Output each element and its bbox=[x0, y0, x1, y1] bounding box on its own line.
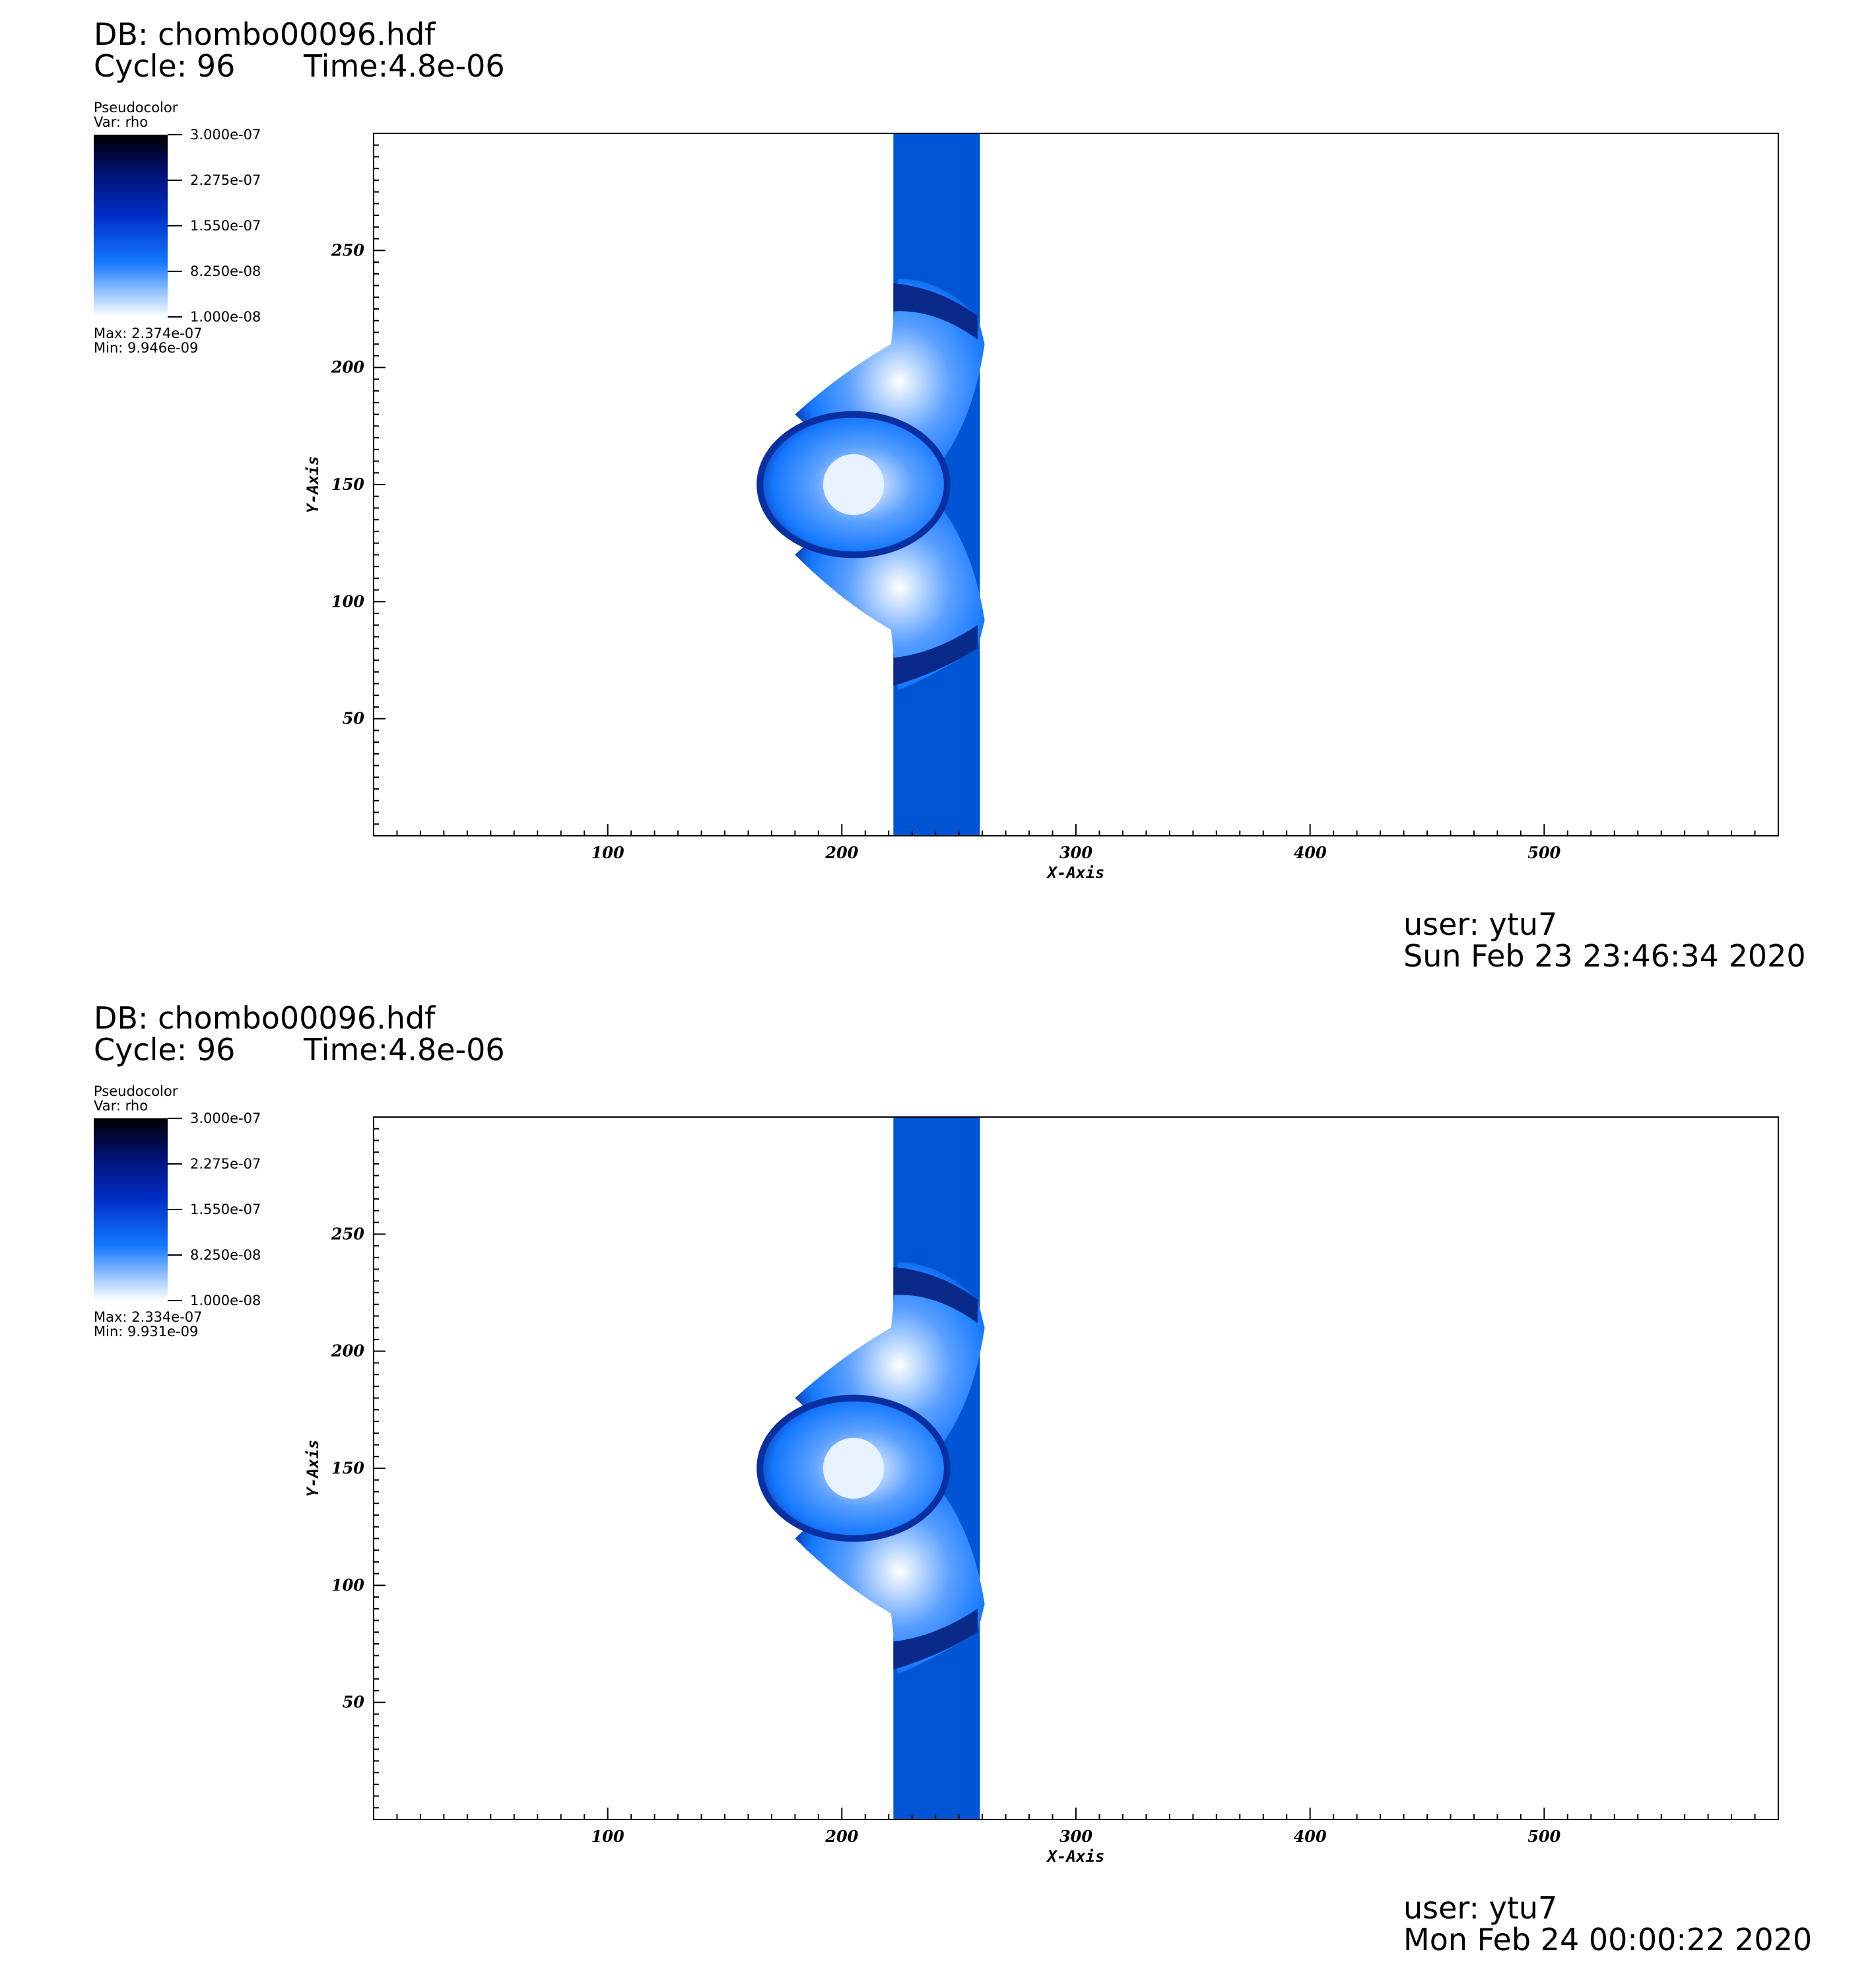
x-tick-label: 500 bbox=[1527, 843, 1560, 862]
y-tick-label: 150 bbox=[331, 1458, 364, 1478]
cycle-label: Cycle: 96 bbox=[94, 1032, 236, 1068]
y-tick-label: 100 bbox=[331, 592, 364, 611]
colorbar-tick-label: 1.550e-07 bbox=[190, 1202, 261, 1217]
user-label: user: ytu7 bbox=[1403, 906, 1558, 942]
upper-shock-front bbox=[893, 1266, 978, 1324]
plot-area bbox=[374, 1117, 1778, 1819]
legend-min: Min: 9.946e-09 bbox=[94, 340, 199, 356]
x-axis-title: X-Axis bbox=[1046, 1847, 1105, 1866]
y-tick-label: 50 bbox=[343, 709, 365, 728]
y-tick-label: 200 bbox=[331, 1342, 364, 1361]
heatmap-plot: 100 200 300 400 500 50 100 150 200 250 X-Axis Y-Axi… bbox=[304, 1116, 1779, 1866]
y-tick-label: 250 bbox=[331, 1224, 364, 1243]
colorbar-tick bbox=[168, 1118, 182, 1119]
plot-panel-top: 100 200 300 400 500 50 100 150 200 250 X-Axis Y-Axi… bbox=[0, 0, 1876, 984]
plot-area bbox=[374, 133, 1778, 836]
colorbar-tick bbox=[168, 225, 182, 226]
x-tick-label: 100 bbox=[591, 843, 624, 862]
x-tick-label: 200 bbox=[824, 843, 858, 862]
colorbar-tick-label: 8.250e-08 bbox=[190, 1247, 261, 1263]
x-tick-label: 400 bbox=[1294, 843, 1327, 862]
cycle-label: Cycle: 96 bbox=[94, 48, 236, 84]
colorbar-tick bbox=[168, 1254, 182, 1256]
database-title: DB: chombo00096.hdf bbox=[94, 1000, 436, 1036]
legend-title: Pseudocolor bbox=[94, 100, 178, 116]
colorbar-tick bbox=[168, 1209, 182, 1210]
bubble-core bbox=[822, 454, 885, 516]
y-tick-label: 50 bbox=[343, 1693, 365, 1712]
colorbar-tick bbox=[168, 316, 182, 318]
x-tick-label: 300 bbox=[1059, 1827, 1092, 1846]
colorbar-tick-label: 3.000e-07 bbox=[190, 127, 261, 143]
y-tick-label: 150 bbox=[331, 475, 364, 494]
legend-min: Min: 9.931e-09 bbox=[94, 1324, 199, 1340]
x-axis-title: X-Axis bbox=[1046, 864, 1105, 882]
x-tick-label: 200 bbox=[824, 1827, 858, 1846]
bubble-core bbox=[822, 1437, 885, 1499]
user-label: user: ytu7 bbox=[1403, 1890, 1558, 1926]
colorbar-tick bbox=[168, 134, 182, 135]
colorbar-tick-label: 1.000e-08 bbox=[190, 309, 261, 325]
colorbar-tick-label: 3.000e-07 bbox=[190, 1110, 261, 1126]
colorbar-tick bbox=[168, 1300, 182, 1301]
x-tick-label: 100 bbox=[591, 1827, 624, 1846]
colorbar bbox=[94, 1118, 168, 1301]
colorbar-tick-label: 2.275e-07 bbox=[190, 1156, 261, 1172]
colorbar-tick-label: 8.250e-08 bbox=[190, 263, 261, 279]
colorbar-tick-label: 1.550e-07 bbox=[190, 218, 261, 234]
colorbar-tick-label: 2.275e-07 bbox=[190, 172, 261, 188]
colorbar-tick bbox=[168, 271, 182, 272]
colorbar-tick-label: 1.000e-08 bbox=[190, 1293, 261, 1308]
plot-panel-bottom: 100 200 300 400 500 50 100 150 200 250 X-Axis Y-Axi… bbox=[0, 984, 1876, 1967]
colorbar-tick bbox=[168, 1163, 182, 1165]
y-axis-title: Y-Axis bbox=[304, 1440, 322, 1497]
lower-shock-front bbox=[893, 625, 978, 687]
x-tick-label: 400 bbox=[1294, 1827, 1327, 1846]
legend-variable: Var: rho bbox=[94, 1098, 149, 1114]
y-axis-title: Y-Axis bbox=[304, 456, 322, 514]
time-label: Time:4.8e-06 bbox=[304, 1032, 505, 1068]
time-label: Time:4.8e-06 bbox=[304, 48, 505, 84]
x-tick-label: 300 bbox=[1059, 843, 1092, 862]
database-title: DB: chombo00096.hdf bbox=[94, 17, 436, 52]
legend-max: Max: 2.374e-07 bbox=[94, 325, 203, 341]
legend-variable: Var: rho bbox=[94, 114, 149, 130]
lower-shock-front bbox=[893, 1608, 978, 1670]
colorbar bbox=[94, 135, 168, 317]
legend-max: Max: 2.334e-07 bbox=[94, 1309, 203, 1325]
x-tick-label: 500 bbox=[1527, 1827, 1560, 1846]
upper-shock-front bbox=[893, 283, 978, 340]
y-tick-label: 100 bbox=[331, 1575, 364, 1594]
y-tick-label: 200 bbox=[331, 358, 364, 377]
date-label: Mon Feb 24 00:00:22 2020 bbox=[1403, 1922, 1813, 1957]
date-label: Sun Feb 23 23:46:34 2020 bbox=[1403, 938, 1806, 974]
legend-title: Pseudocolor bbox=[94, 1083, 178, 1099]
heatmap-plot: 100 200 300 400 500 50 100 150 200 250 X-Axis Y-Axi… bbox=[304, 133, 1779, 882]
y-tick-label: 250 bbox=[331, 240, 364, 259]
colorbar-tick bbox=[168, 180, 182, 181]
